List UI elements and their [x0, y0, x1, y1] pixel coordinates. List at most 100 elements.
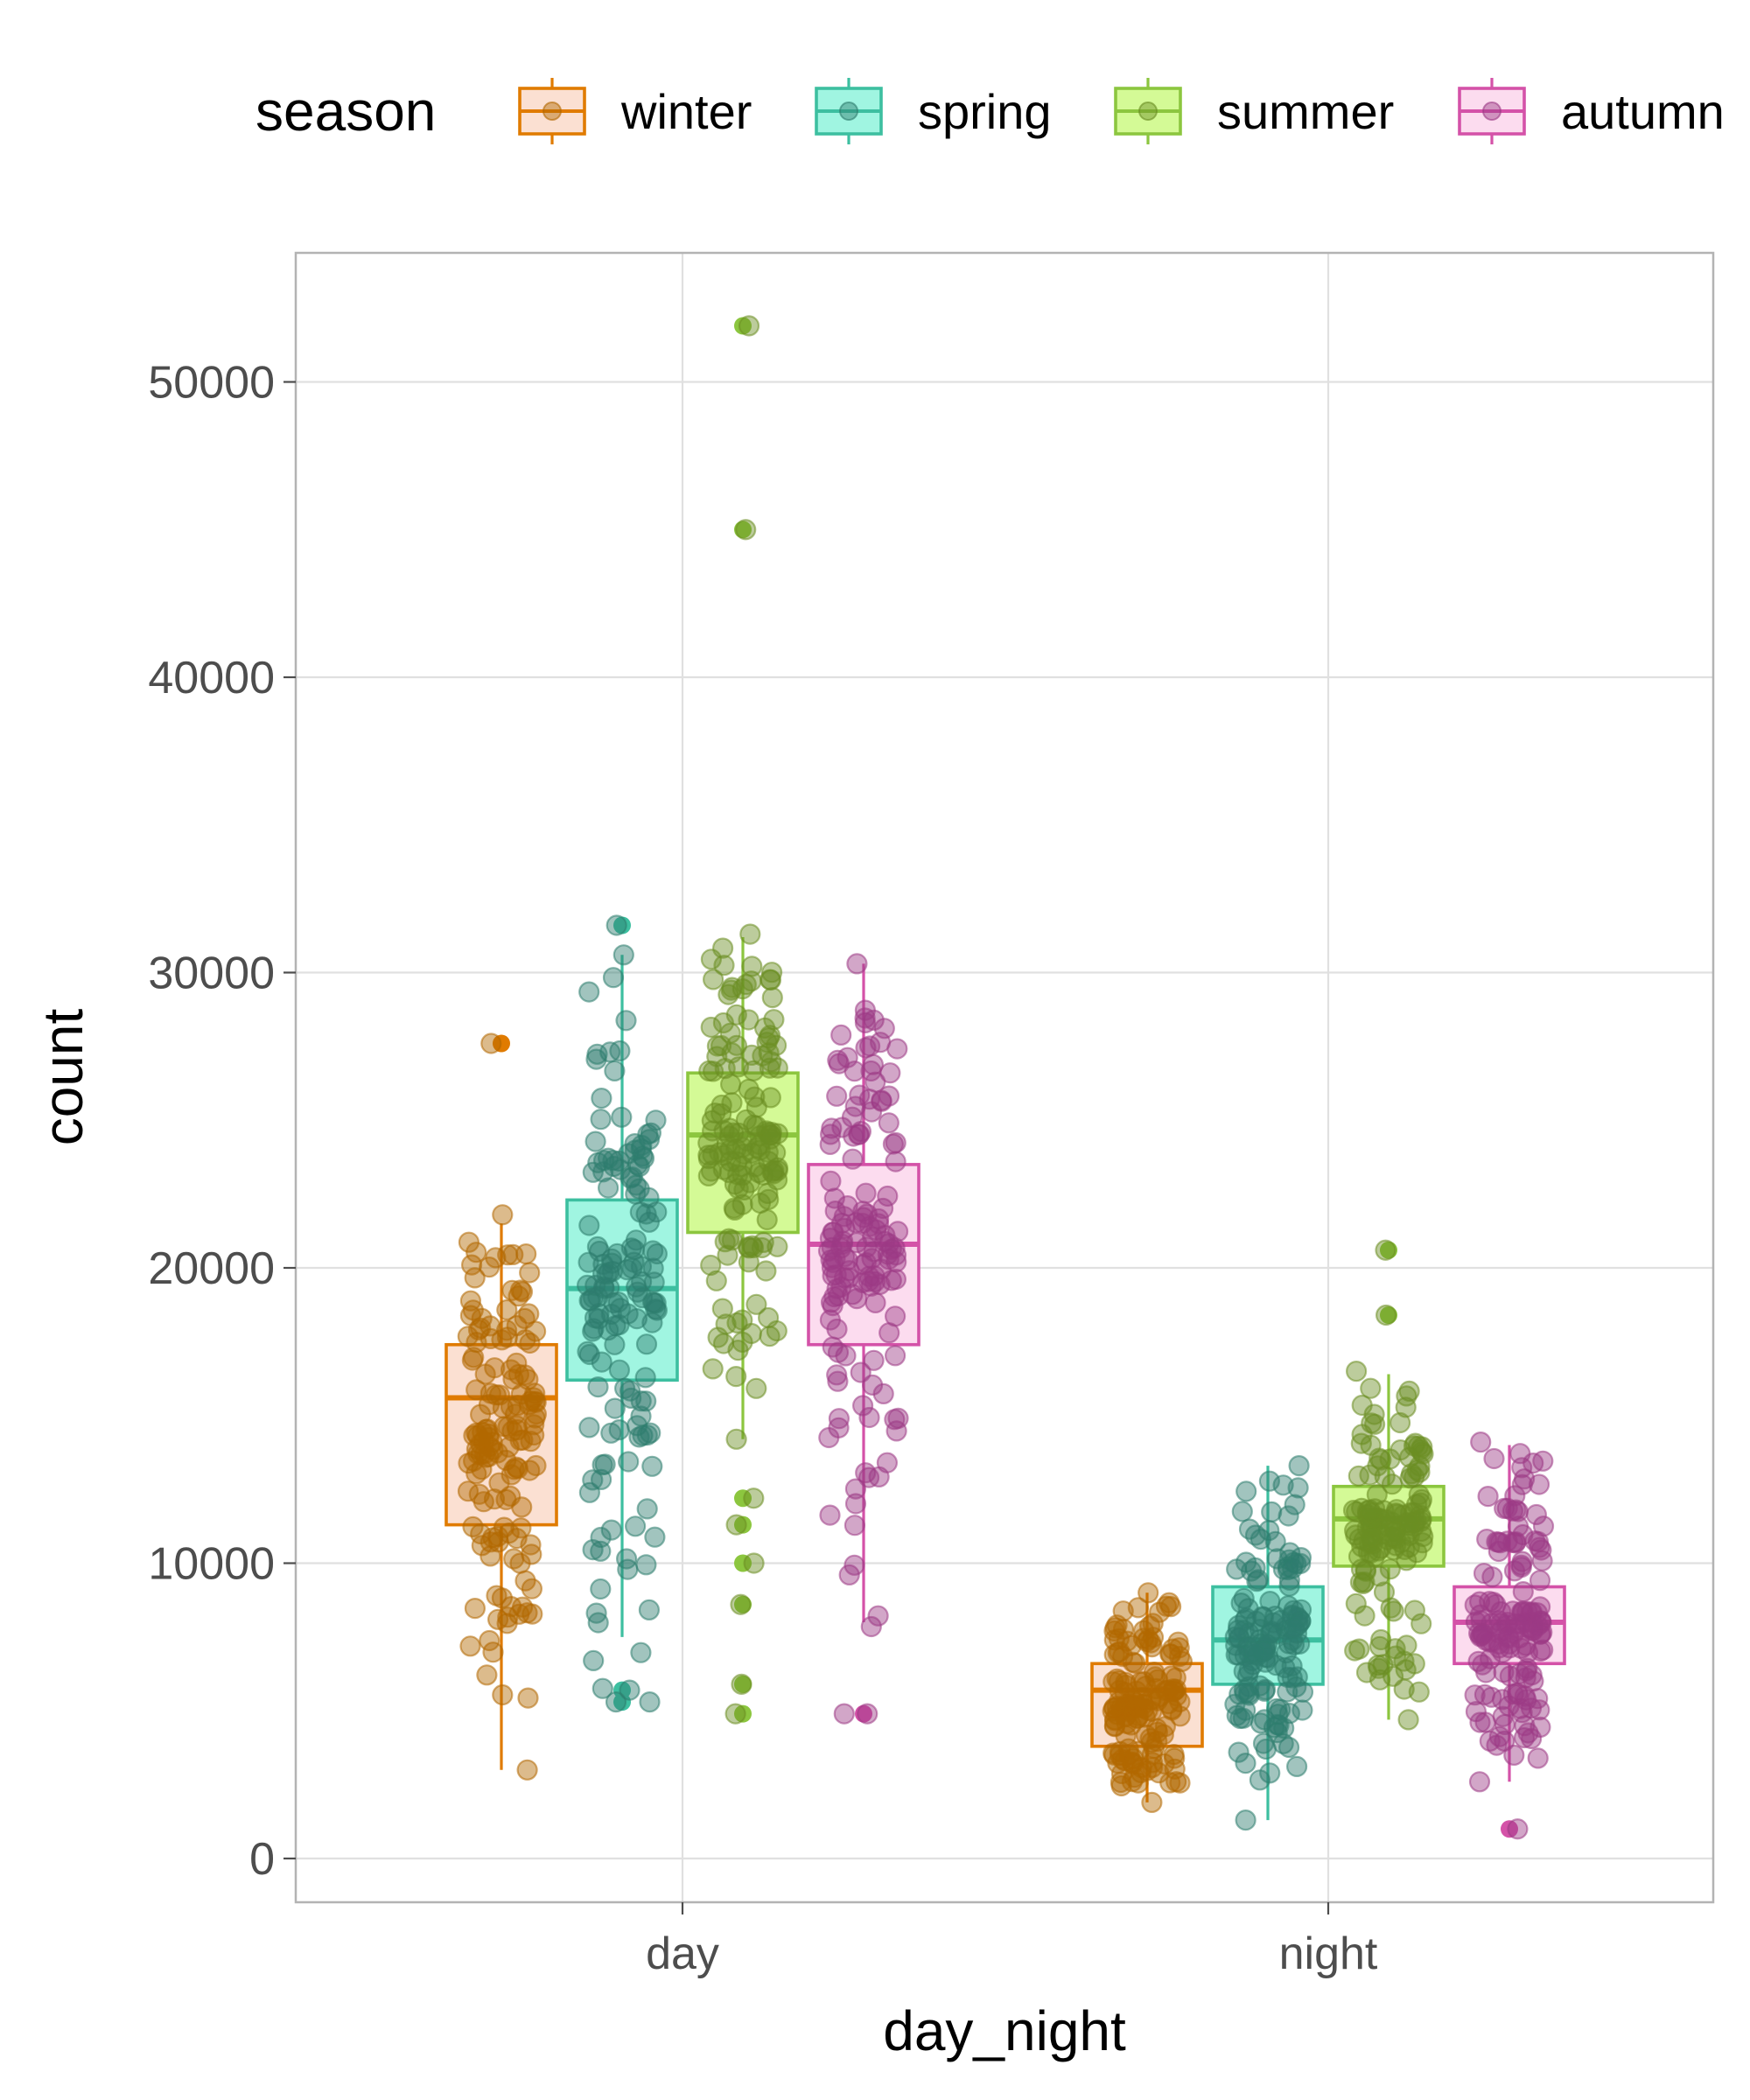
data-point [1227, 1619, 1249, 1642]
data-point [605, 1691, 627, 1713]
data-point [516, 1759, 538, 1781]
data-point [760, 962, 783, 984]
data-point [1238, 1518, 1261, 1540]
data-point [491, 1329, 513, 1351]
data-point [700, 948, 723, 970]
data-point [855, 1182, 877, 1204]
data-point [1496, 1530, 1518, 1552]
data-point [612, 944, 634, 966]
data-point [520, 1431, 542, 1452]
data-point [724, 1703, 746, 1725]
data-point [820, 1249, 842, 1271]
data-point [590, 1526, 612, 1549]
data-point [509, 1552, 531, 1574]
data-point [718, 1162, 740, 1184]
data-point [1527, 1747, 1549, 1769]
data-point [869, 1273, 891, 1296]
data-point [1136, 1630, 1158, 1653]
outlier-point [734, 317, 752, 335]
data-point [845, 1232, 868, 1254]
data-point [645, 1110, 667, 1131]
data-point [584, 1274, 606, 1297]
data-point [514, 1570, 536, 1592]
data-point [1138, 1582, 1159, 1604]
data-point [737, 1236, 759, 1258]
data-point [464, 1267, 486, 1289]
data-point [1406, 1542, 1428, 1564]
data-point [1162, 1638, 1184, 1660]
data-point [740, 1044, 763, 1067]
data-point [721, 976, 743, 998]
data-point [619, 1679, 640, 1701]
data-point [1516, 1642, 1539, 1663]
data-point [1345, 1360, 1368, 1382]
data-point [1379, 1558, 1401, 1580]
data-point [1224, 1693, 1246, 1715]
data-point [1115, 1694, 1137, 1716]
data-point [508, 1603, 530, 1625]
data-point [746, 1377, 767, 1399]
data-point [624, 1516, 647, 1537]
data-point [474, 1363, 496, 1385]
data-point [712, 1012, 735, 1034]
data-point [608, 1359, 631, 1381]
data-point [819, 1124, 842, 1145]
data-point [1236, 1480, 1257, 1502]
data-point [1397, 1709, 1419, 1731]
data-point [1235, 1752, 1256, 1774]
data-point [476, 1664, 498, 1686]
data-point [884, 1345, 906, 1367]
data-point [818, 1426, 840, 1449]
data-point [1483, 1447, 1505, 1470]
data-point [478, 1423, 500, 1446]
data-point [1143, 1661, 1166, 1684]
data-point [641, 1455, 663, 1477]
data-point [1527, 1530, 1550, 1553]
data-point [1281, 1655, 1303, 1677]
data-point [738, 1009, 760, 1031]
data-point [846, 953, 868, 975]
data-point [1259, 1590, 1281, 1613]
data-point [1528, 1474, 1550, 1495]
data-point [524, 1390, 546, 1412]
data-point [1244, 1524, 1267, 1546]
data-point [600, 1422, 622, 1444]
data-point [1520, 1727, 1543, 1750]
data-point [606, 914, 627, 936]
data-point [1163, 1743, 1185, 1766]
data-point [643, 1292, 665, 1314]
outlier-point [734, 521, 752, 539]
data-point [759, 1325, 780, 1348]
data-point [470, 1317, 492, 1339]
data-point [599, 1041, 621, 1063]
data-point [459, 1290, 482, 1312]
y-tick-label: 30000 [148, 948, 275, 999]
data-point [1532, 1516, 1555, 1537]
data-point [1258, 1519, 1280, 1542]
data-point [1107, 1642, 1129, 1663]
data-point [1345, 1592, 1367, 1614]
data-point [746, 1293, 767, 1315]
data-point [507, 1458, 528, 1480]
data-point [1285, 1755, 1308, 1778]
data-point [1374, 1466, 1396, 1488]
legend-label: spring [918, 84, 1052, 139]
data-point [621, 1257, 643, 1279]
data-point [732, 1331, 753, 1354]
data-point [604, 1060, 626, 1082]
data-point [1510, 1556, 1532, 1578]
data-point [1525, 1503, 1548, 1526]
data-point [851, 1395, 874, 1417]
data-point [1530, 1610, 1552, 1633]
data-point [877, 1185, 899, 1208]
data-point [635, 1334, 658, 1355]
data-point [509, 1429, 531, 1452]
data-point [876, 1452, 899, 1474]
data-point [1479, 1730, 1501, 1752]
data-point [578, 1343, 600, 1366]
data-point [600, 1519, 622, 1541]
data-point [755, 1260, 777, 1282]
data-point [1411, 1436, 1433, 1458]
legend-item-spring: spring [815, 78, 1052, 144]
data-point [1237, 1598, 1259, 1620]
